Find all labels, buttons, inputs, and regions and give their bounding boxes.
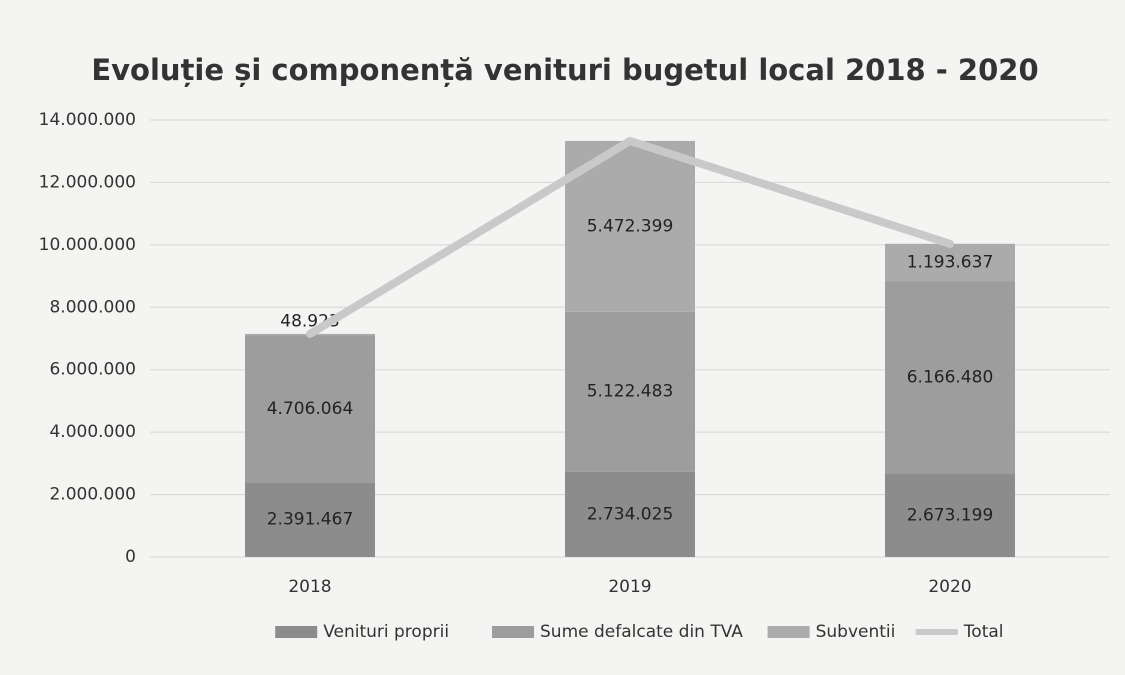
y-tick-label: 4.000.000 <box>49 422 136 442</box>
data-label: 2.673.199 <box>907 505 994 525</box>
data-label: 4.706.064 <box>267 399 354 419</box>
y-tick-label: 6.000.000 <box>49 360 136 380</box>
bar-segment <box>245 335 375 483</box>
x-tick-label: 2020 <box>928 577 971 597</box>
y-tick-label: 8.000.000 <box>49 297 136 317</box>
total-line <box>306 136 954 338</box>
data-label: 5.122.483 <box>587 382 674 402</box>
legend-label: Sume defalcate din TVA <box>540 622 743 642</box>
bar-segment <box>885 281 1015 474</box>
legend-label: Total <box>963 622 1004 642</box>
chart-title: Evoluție și componență venituri bugetul … <box>91 53 1038 87</box>
bar-segment <box>885 243 1015 282</box>
legend-swatch <box>275 626 318 638</box>
y-tick-label: 2.000.000 <box>49 485 136 505</box>
bar-segment <box>885 473 1015 557</box>
bar-segment <box>245 482 375 557</box>
data-label: 1.193.637 <box>907 252 994 272</box>
x-tick-label: 2018 <box>288 577 331 597</box>
legend-swatch <box>492 626 534 638</box>
legend-swatch <box>767 626 810 638</box>
y-tick-label: 12.000.000 <box>39 172 136 192</box>
data-label: 5.472.399 <box>587 216 674 236</box>
data-label: 6.166.480 <box>907 367 994 387</box>
legend-label: Subventii <box>816 622 896 642</box>
legend-label: Venituri proprii <box>323 622 449 642</box>
x-tick-label: 2019 <box>608 577 651 597</box>
y-tick-label: 0 <box>125 547 136 567</box>
data-label: 2.734.025 <box>587 504 674 524</box>
bar-segment <box>565 311 695 472</box>
data-label: 2.391.467 <box>267 510 354 530</box>
y-tick-label: 10.000.000 <box>39 235 136 255</box>
bar-segment <box>565 471 695 557</box>
y-tick-label: 14.000.000 <box>39 110 136 130</box>
